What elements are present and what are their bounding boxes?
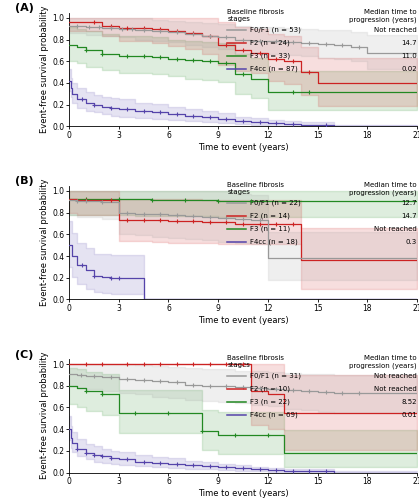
Text: Median time to
progression (years): Median time to progression (years): [349, 9, 417, 22]
Text: F0/F1 (n = 53): F0/F1 (n = 53): [250, 26, 301, 33]
Text: Median time to
progression (years): Median time to progression (years): [349, 355, 417, 368]
Text: (B): (B): [15, 176, 34, 186]
Text: Median time to
progression (years): Median time to progression (years): [349, 182, 417, 196]
Text: F4cc (n = 87): F4cc (n = 87): [250, 66, 298, 72]
Text: Baseline fibrosis
stages: Baseline fibrosis stages: [228, 9, 285, 22]
Text: 12.7: 12.7: [401, 200, 417, 205]
Text: Baseline fibrosis
stages: Baseline fibrosis stages: [228, 355, 285, 368]
Text: F0/F1 (n = 31): F0/F1 (n = 31): [250, 372, 301, 379]
Text: F3 (n = 22): F3 (n = 22): [250, 398, 290, 405]
Text: (C): (C): [15, 350, 34, 360]
X-axis label: Time to event (years): Time to event (years): [198, 143, 288, 152]
Text: F2 (n = 14): F2 (n = 14): [250, 212, 290, 219]
Text: Not reached: Not reached: [374, 386, 417, 392]
X-axis label: Time to event (years): Time to event (years): [198, 489, 288, 498]
Y-axis label: Event-free survival probability: Event-free survival probability: [40, 179, 49, 306]
Text: Not reached: Not reached: [374, 26, 417, 32]
Text: F4cc (n = 69): F4cc (n = 69): [250, 412, 298, 418]
Text: 14.7: 14.7: [401, 40, 417, 46]
Text: 11.0: 11.0: [401, 53, 417, 59]
Text: F2 (n = 10): F2 (n = 10): [250, 386, 290, 392]
Text: 0.3: 0.3: [406, 239, 417, 245]
X-axis label: Time to event (years): Time to event (years): [198, 316, 288, 325]
Text: 0.01: 0.01: [401, 412, 417, 418]
Text: 0.02: 0.02: [401, 66, 417, 72]
Text: (A): (A): [15, 4, 34, 14]
Text: 14.7: 14.7: [401, 212, 417, 218]
Text: Not reached: Not reached: [374, 226, 417, 232]
Text: F3 (n = 11): F3 (n = 11): [250, 226, 290, 232]
Text: F0/F1 (n = 22): F0/F1 (n = 22): [250, 200, 301, 206]
Text: F3 (n = 33): F3 (n = 33): [250, 52, 290, 59]
Y-axis label: Event-free survival probability: Event-free survival probability: [40, 6, 49, 133]
Text: Baseline fibrosis
stages: Baseline fibrosis stages: [228, 182, 285, 195]
Text: 8.52: 8.52: [401, 399, 417, 405]
Text: F4cc (n = 18): F4cc (n = 18): [250, 238, 298, 245]
Y-axis label: Event-free survival probability: Event-free survival probability: [40, 352, 49, 480]
Text: F2 (n = 24): F2 (n = 24): [250, 40, 290, 46]
Text: Not reached: Not reached: [374, 372, 417, 378]
